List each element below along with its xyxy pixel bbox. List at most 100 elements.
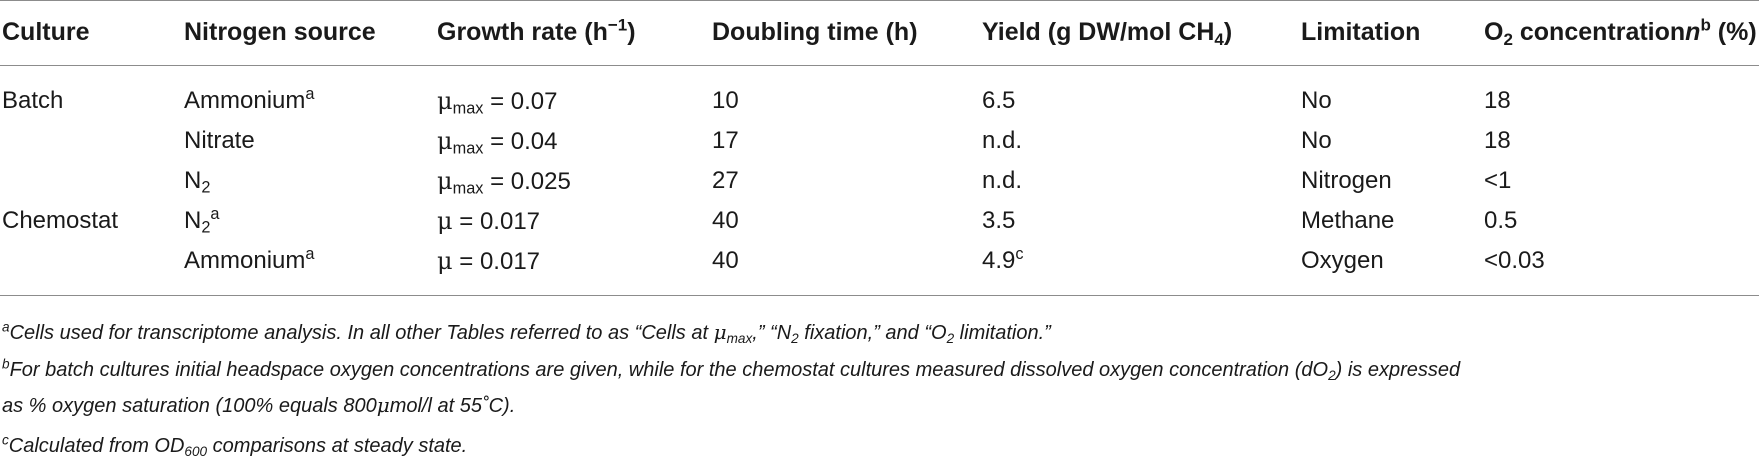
nitrogen-source-text: Ammonium — [184, 87, 306, 114]
cell-o2-concentration: 18 — [1484, 127, 1511, 154]
footnote-c-text: Calculated from OD — [8, 435, 185, 457]
cell-doubling-time: 40 — [712, 207, 739, 234]
cell-o2-concentration: <0.03 — [1484, 247, 1545, 274]
header-yield-text: Yield (g DW/mol CH — [982, 18, 1215, 46]
cell-o2-concentration: 0.5 — [1484, 207, 1518, 234]
header-culture: Culture — [2, 18, 90, 46]
footnote-a-mark: a — [2, 319, 10, 335]
cell-yield: n.d. — [982, 167, 1023, 194]
o2-subscript: 2 — [946, 330, 955, 346]
n2-subscript: 2 — [791, 330, 799, 346]
mu-symbol: μ — [437, 87, 453, 115]
cell-nitrogen-source: Nitrate — [184, 127, 255, 154]
cell-limitation: Oxygen — [1301, 247, 1384, 274]
header-o2-concentration: O2 concentrationnb (%) — [1484, 17, 1757, 48]
mu-symbol: μ — [437, 167, 453, 195]
cell-nitrogen-source: Ammoniuma — [184, 246, 314, 274]
cell-nitrogen-source: Ammoniuma — [184, 86, 314, 114]
cell-yield: n.d. — [982, 127, 1023, 154]
cell-growth-rate: μmax = 0.07 — [437, 87, 558, 117]
header-o2-concentration-text: concentration — [1512, 18, 1686, 46]
cell-growth-rate: μ = 0.017 — [437, 249, 540, 274]
header-growth-rate-text: Growth rate (h — [437, 18, 608, 46]
footnote-mark: a — [305, 245, 315, 264]
mu-symbol: μ — [437, 127, 453, 155]
header-o2-subscript: 2 — [1503, 29, 1513, 49]
footnote-mark: a — [210, 205, 220, 224]
mu-symbol: μ — [376, 393, 390, 417]
header-o2-unit: (%) — [1710, 18, 1757, 46]
cell-o2-concentration: 18 — [1484, 87, 1511, 114]
cell-limitation: No — [1301, 87, 1332, 114]
mu-subscript: max — [726, 330, 753, 346]
header-doubling-time: Doubling time (h) — [712, 18, 918, 46]
table-header-rule — [0, 65, 1759, 66]
footnote-b-line2-end: mol/l at 55˚C). — [389, 395, 516, 417]
footnote-b-mark: b — [2, 356, 10, 372]
header-yield-close: ) — [1223, 18, 1233, 46]
header-nitrogen-source: Nitrogen source — [184, 18, 376, 46]
footnote-a-text-4: limitation.” — [954, 322, 1051, 344]
cell-limitation: Methane — [1301, 207, 1395, 234]
header-yield-subscript: 4 — [1214, 29, 1224, 49]
footnote-c: cCalculated from OD600 comparisons at st… — [2, 432, 468, 459]
mu-subscript: max — [452, 99, 484, 118]
footnote-b: bFor batch cultures initial headspace ox… — [2, 356, 1461, 383]
nitrogen-subscript: 2 — [201, 218, 211, 237]
header-o2-footnote-mark: b — [1700, 15, 1711, 35]
cell-yield: 3.5 — [982, 207, 1016, 234]
cell-doubling-time: 10 — [712, 87, 739, 114]
footnote-mark: c — [1015, 245, 1024, 264]
cell-culture: Chemostat — [2, 207, 119, 234]
footnote-a-text-2: ,” “N — [752, 322, 792, 344]
cell-growth-rate: μ = 0.017 — [437, 209, 540, 234]
header-limitation: Limitation — [1301, 18, 1421, 46]
cell-yield: 6.5 — [982, 87, 1016, 114]
growth-rate-value: = 0.04 — [483, 128, 558, 155]
footnote-a: aCells used for transcriptome analysis. … — [2, 319, 1051, 346]
header-o2-text: O — [1484, 18, 1504, 46]
nitrogen-source-text: N — [184, 167, 202, 194]
cell-yield: 4.9c — [982, 246, 1024, 274]
cell-doubling-time: 40 — [712, 247, 739, 274]
cell-nitrogen-source: N2 — [184, 167, 210, 196]
footnote-b-text-2: ) is expressed — [1335, 359, 1461, 381]
cell-doubling-time: 17 — [712, 127, 739, 154]
header-growth-rate-exponent: −1 — [607, 15, 628, 35]
header-growth-rate: Growth rate (h−1) — [437, 17, 636, 46]
table-bottom-rule — [0, 295, 1759, 296]
footnote-b-text: For batch cultures initial headspace oxy… — [9, 359, 1329, 381]
header-growth-rate-close: ) — [627, 18, 636, 46]
footnote-b-line2: as % oxygen saturation (100% equals 800 — [2, 395, 377, 417]
footnote-c-text-2: comparisons at steady state. — [207, 435, 468, 457]
cell-nitrogen-source: N2a — [184, 206, 220, 236]
footnote-mark: a — [305, 85, 315, 104]
footnote-b-continued: as % oxygen saturation (100% equals 800μ… — [2, 395, 515, 416]
cell-growth-rate: μmax = 0.025 — [437, 167, 571, 197]
mu-subscript: max — [452, 179, 484, 198]
mu-symbol: μ — [437, 207, 453, 235]
mu-symbol: μ — [713, 320, 727, 344]
footnote-c-mark: c — [2, 432, 9, 448]
growth-rate-value: = 0.07 — [483, 88, 558, 115]
table-top-rule — [0, 0, 1759, 1]
yield-value: 4.9 — [982, 247, 1016, 274]
growth-rate-value: = 0.025 — [483, 168, 571, 195]
do2-subscript: 2 — [1328, 367, 1336, 383]
header-o2-n: n — [1685, 18, 1701, 46]
nitrogen-subscript: 2 — [201, 178, 211, 197]
header-yield: Yield (g DW/mol CH4) — [982, 18, 1233, 48]
footnote-a-text-3: fixation,” and “O — [798, 322, 947, 344]
cell-growth-rate: μmax = 0.04 — [437, 127, 558, 157]
cell-culture: Batch — [2, 87, 64, 114]
od-subscript: 600 — [184, 443, 208, 459]
nitrogen-source-text: Ammonium — [184, 247, 306, 274]
mu-symbol: μ — [437, 247, 453, 275]
cell-limitation: Nitrogen — [1301, 167, 1392, 194]
footnote-a-text: Cells used for transcriptome analysis. I… — [9, 322, 714, 344]
cell-doubling-time: 27 — [712, 167, 739, 194]
mu-subscript: max — [452, 139, 484, 158]
growth-rate-value: = 0.017 — [452, 208, 541, 235]
cell-o2-concentration: <1 — [1484, 167, 1512, 194]
growth-rate-value: = 0.017 — [452, 248, 541, 275]
